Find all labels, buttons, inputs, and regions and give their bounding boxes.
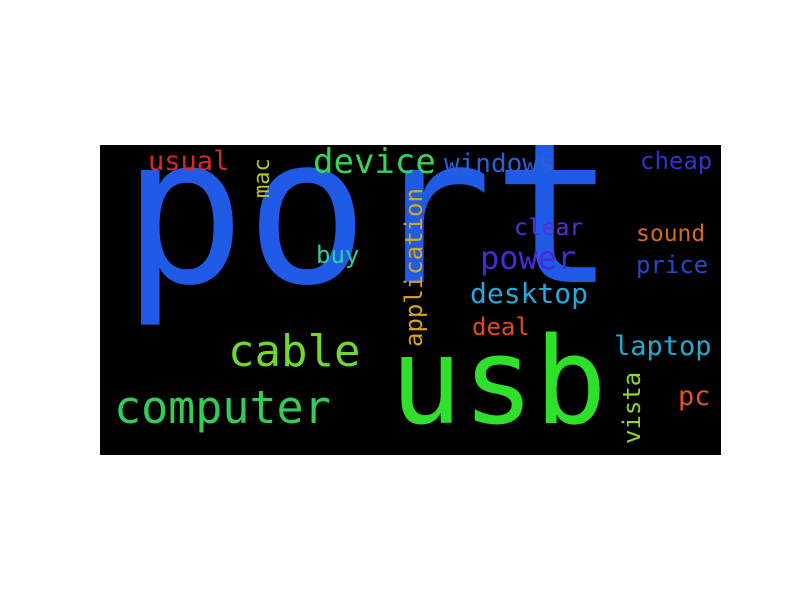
word-application: application bbox=[400, 188, 428, 347]
word-usb: usb bbox=[390, 313, 607, 452]
word-buy: buy bbox=[316, 241, 360, 269]
word-usual: usual bbox=[148, 146, 230, 177]
word-price: price bbox=[636, 251, 709, 279]
word-device: device bbox=[313, 145, 436, 182]
word-computer: computer bbox=[114, 381, 331, 434]
word-sound: sound bbox=[636, 221, 706, 247]
word-deal: deal bbox=[472, 313, 530, 341]
word-cheap: cheap bbox=[640, 147, 713, 175]
word-power: power bbox=[480, 239, 577, 277]
word-vista: vista bbox=[618, 371, 646, 444]
word-clear: clear bbox=[514, 215, 584, 241]
word-cable: cable bbox=[228, 326, 361, 377]
word-laptop: laptop bbox=[614, 331, 712, 362]
word-windows: windows bbox=[444, 149, 554, 179]
word-mac: mac bbox=[250, 158, 275, 198]
word-cloud-panel: port usb computer cable device windows cheap us… bbox=[100, 145, 721, 455]
word-port: port bbox=[122, 145, 616, 331]
word-pc: pc bbox=[678, 381, 711, 412]
word-desktop: desktop bbox=[470, 277, 589, 310]
